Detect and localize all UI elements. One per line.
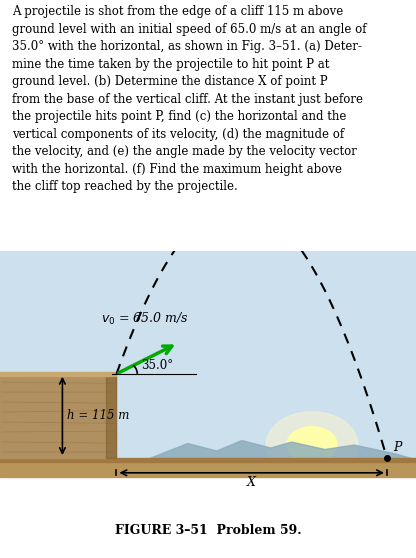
Polygon shape (106, 376, 116, 458)
Bar (0, 251, 416, 459)
Text: FIGURE 3–51  Problem 59.: FIGURE 3–51 Problem 59. (115, 524, 301, 537)
Bar (0, 372, 116, 376)
Polygon shape (0, 376, 116, 458)
Text: X: X (247, 476, 256, 489)
Text: h = 115 m: h = 115 m (67, 410, 130, 422)
Circle shape (266, 412, 358, 477)
Circle shape (287, 427, 337, 463)
Text: 35.0°: 35.0° (141, 358, 173, 372)
Bar (0, 458, 416, 463)
Bar (0, 459, 416, 477)
Text: P: P (393, 441, 401, 454)
Text: A projectile is shot from the edge of a cliff 115 m above
ground level with an i: A projectile is shot from the edge of a … (12, 5, 367, 193)
Text: $v_0$ = 65.0 m/s: $v_0$ = 65.0 m/s (102, 311, 189, 327)
